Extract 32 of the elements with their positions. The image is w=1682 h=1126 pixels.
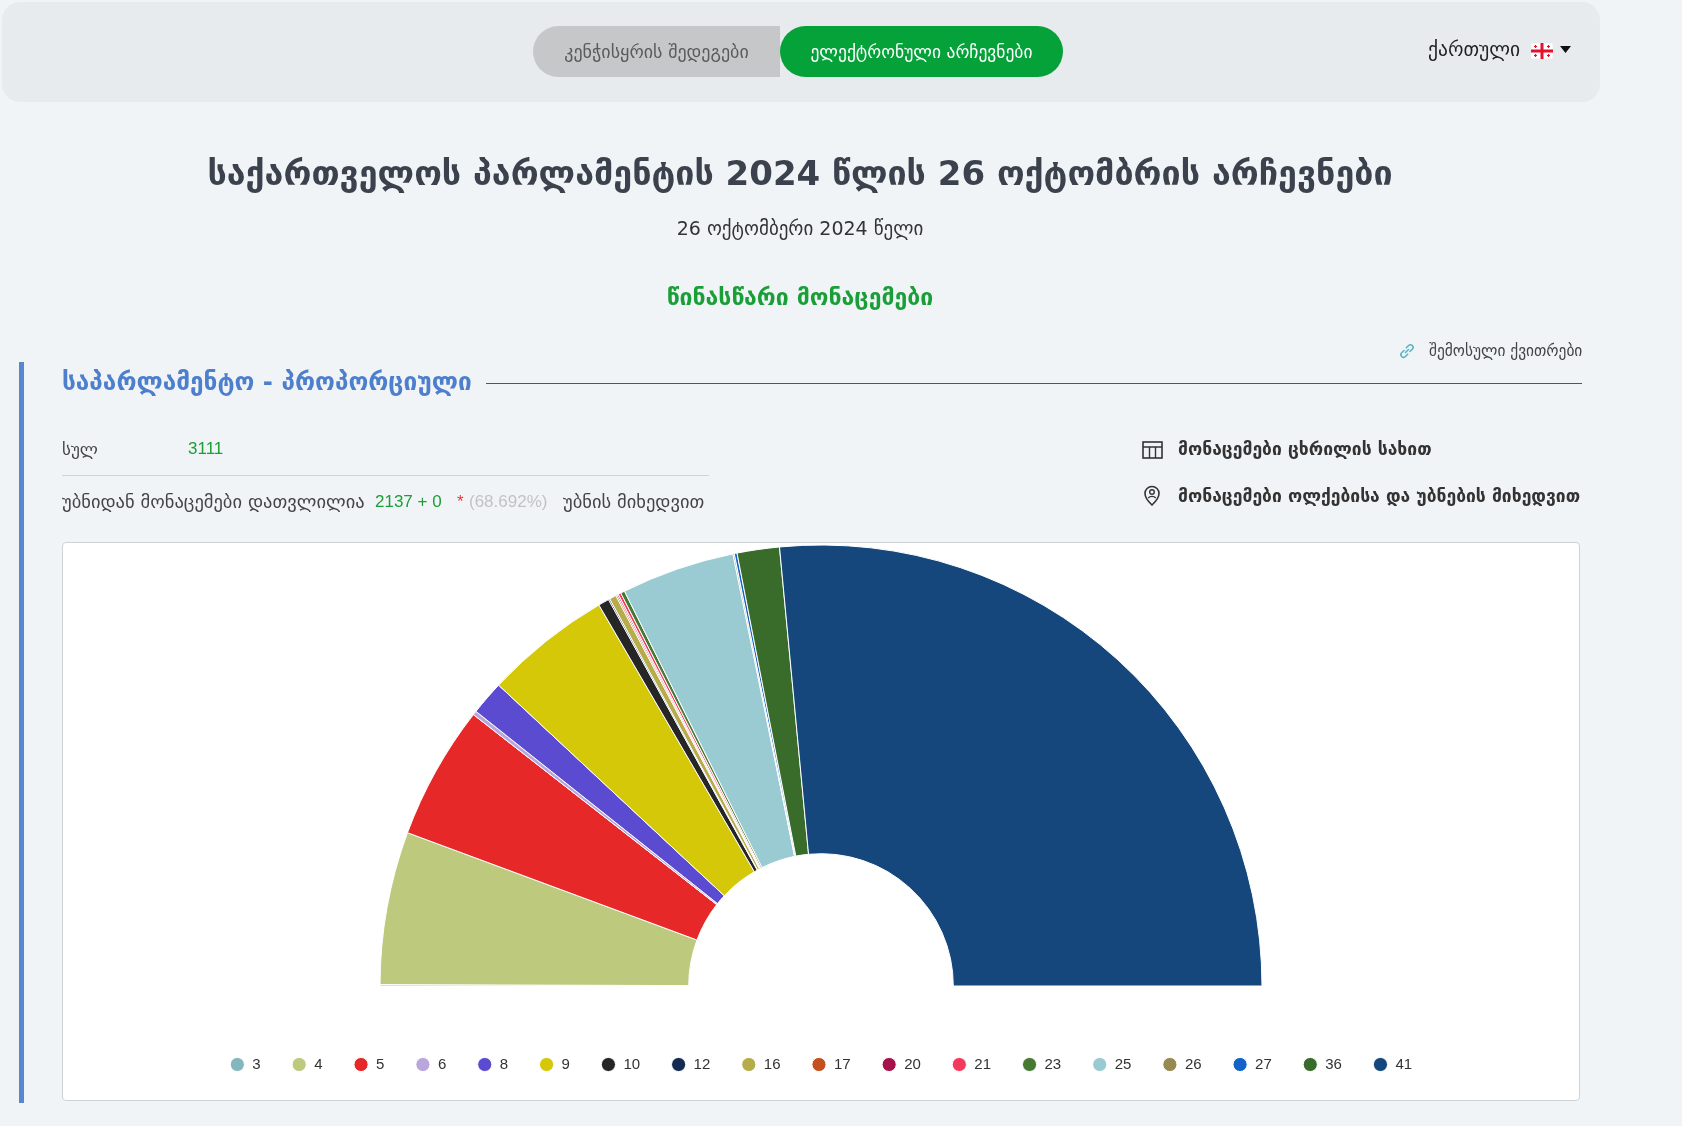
text: უბნის მიხედვით [563,491,705,512]
legend-label: 17 [833,1054,851,1072]
text: უბნიდან მონაცემები დათვლილია [62,491,365,512]
text: სულ [62,439,98,459]
text: მონაცემები ცხრილის სახით [1178,439,1432,459]
legend-label: 8 [499,1054,509,1072]
text: მონაცემები ოლქებისა და უბნების მიხედვით [1178,486,1581,506]
text: 3111 [188,439,224,458]
legend-label: 23 [1044,1054,1062,1072]
text: 2137 + 0 [375,492,442,511]
legend-label: 10 [623,1054,641,1072]
legend-label: 36 [1325,1054,1342,1072]
text: წინასწარი მონაცემები [666,284,934,310]
chart-subtitle: 26 ოქტომბერი 2024 წელი [676,217,924,239]
legend-label: 26 [1184,1054,1202,1072]
legend-label: 4 [314,1054,323,1072]
chart-title: საქართველოს პარლამენტის 2024 წლის 26 ოქტომბრის არჩევნები [207,153,1393,193]
legend-label: 27 [1255,1054,1272,1072]
legend-label: 6 [437,1054,447,1072]
text: * [457,492,464,511]
legend-label: 41 [1395,1054,1413,1072]
legend-label: 12 [693,1054,711,1072]
legend-label: 25 [1114,1054,1132,1072]
text: ქართული [1428,38,1521,61]
legend-label: 9 [561,1054,570,1072]
legend-label: 3 [252,1054,261,1072]
text: შემოსული ქვითრები [1429,342,1583,360]
legend-label: 16 [763,1054,781,1072]
legend-label: 21 [974,1054,992,1072]
legend-label: 5 [376,1054,385,1072]
text: საპარლამენტო - პროპორციული [62,367,472,396]
legend-label: 20 [904,1054,921,1072]
